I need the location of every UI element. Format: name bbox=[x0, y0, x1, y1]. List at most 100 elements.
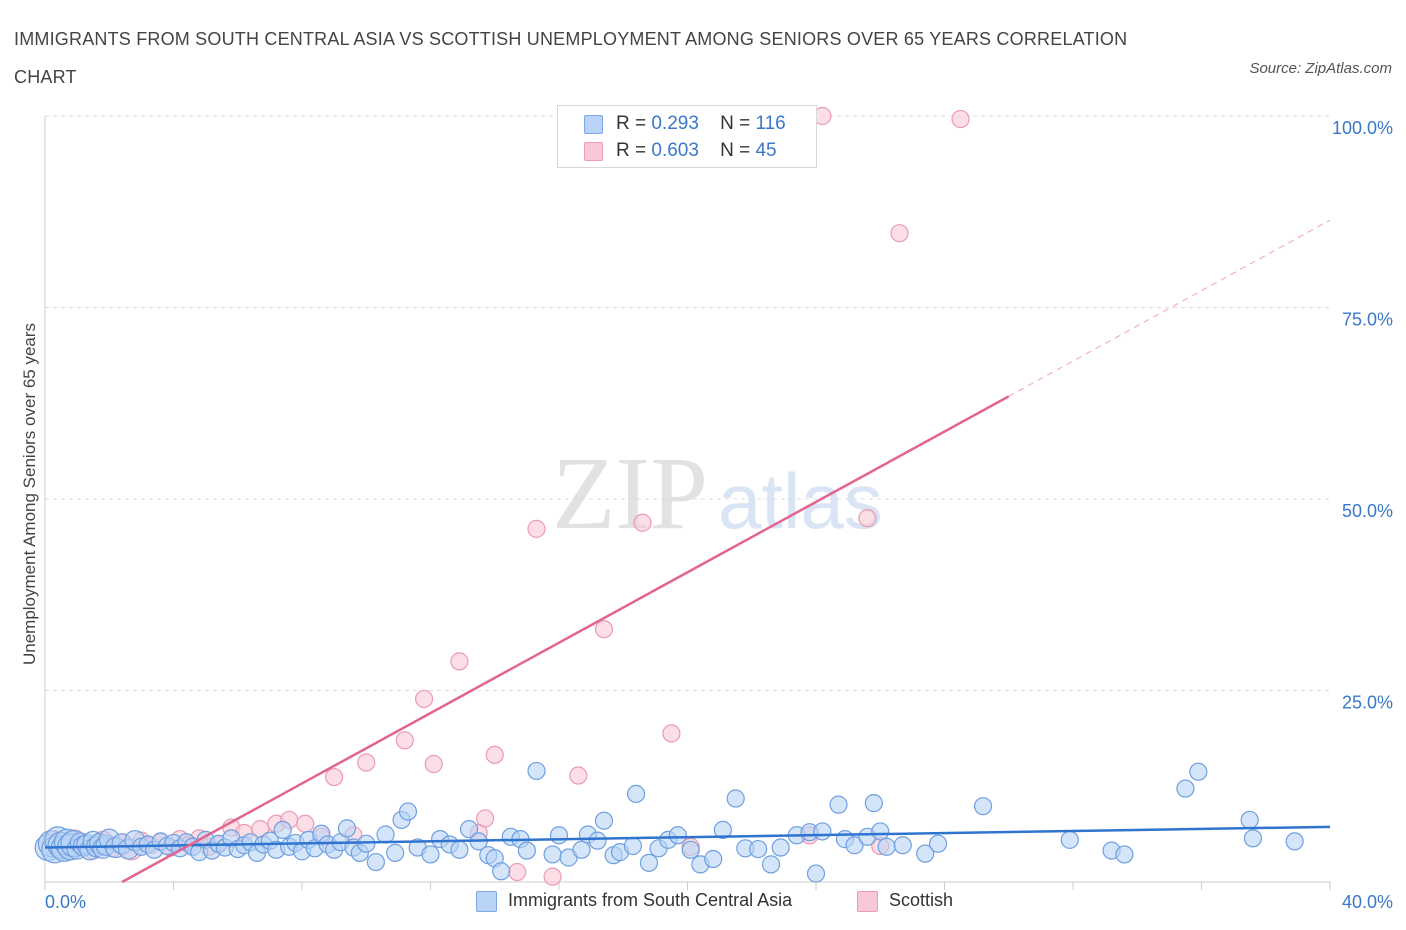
scatter-point bbox=[626, 784, 646, 804]
y-tick-label: 100.0% bbox=[1332, 118, 1393, 138]
scatter-point bbox=[813, 822, 832, 841]
x-tick-label: 0.0% bbox=[45, 892, 86, 912]
r-label: R = bbox=[616, 140, 647, 161]
scatter-point bbox=[337, 819, 357, 838]
scatter-point bbox=[450, 840, 469, 859]
scatter-point bbox=[726, 789, 745, 808]
scatter-point bbox=[588, 831, 607, 850]
scatter-point bbox=[476, 809, 495, 828]
n-value: 116 bbox=[755, 113, 786, 134]
scatter-point bbox=[928, 834, 948, 853]
scatter-point bbox=[386, 843, 405, 862]
scatter-point bbox=[414, 689, 434, 709]
trend-line-scottish bbox=[121, 395, 1010, 884]
scatter-point bbox=[492, 862, 511, 881]
scatter-point bbox=[424, 754, 443, 774]
scatter-point bbox=[681, 840, 700, 859]
legend-label: Immigrants from South Central Asia bbox=[508, 890, 793, 910]
scatter-point bbox=[890, 224, 909, 243]
scatter-point bbox=[829, 795, 848, 814]
scatter-point bbox=[806, 864, 826, 883]
scatter-point bbox=[527, 519, 546, 538]
scatter-point bbox=[668, 826, 687, 845]
r-value: 0.293 bbox=[651, 113, 699, 134]
scatter-point bbox=[1243, 829, 1263, 848]
x-tick-labels: 0.0% 40.0% bbox=[45, 892, 1393, 912]
legend-swatch-pink bbox=[584, 142, 603, 161]
source-label: Source: ZipAtlas.com bbox=[1249, 60, 1392, 77]
scatter-point bbox=[771, 838, 790, 857]
n-value: 45 bbox=[755, 140, 777, 161]
scatter-point bbox=[1115, 845, 1134, 864]
scatter-point bbox=[639, 853, 659, 872]
r-value: 0.603 bbox=[651, 140, 699, 161]
watermark-zip: ZIP bbox=[552, 436, 708, 551]
scatter-point bbox=[485, 745, 504, 764]
scatter-point bbox=[325, 767, 344, 787]
scatter-point bbox=[858, 509, 877, 528]
scatter-point bbox=[366, 852, 385, 872]
chart-title: IMMIGRANTS FROM SOUTH CENTRAL ASIA VS SC… bbox=[14, 29, 1128, 87]
legend-swatch-blue bbox=[584, 115, 603, 134]
n-label: N = bbox=[720, 113, 751, 134]
y-tick-label: 25.0% bbox=[1342, 693, 1393, 713]
grid-lines bbox=[45, 115, 1330, 691]
scatter-point bbox=[623, 836, 642, 856]
scatter-point bbox=[357, 753, 376, 772]
scatter-point bbox=[893, 836, 912, 855]
scatter-point bbox=[864, 794, 883, 813]
scatter-point bbox=[633, 513, 652, 532]
scatter-point bbox=[1060, 830, 1079, 849]
scatter-point bbox=[951, 109, 970, 129]
trend-lines bbox=[44, 219, 1331, 884]
series-legend: Immigrants from South Central Asia Scott… bbox=[0, 889, 1406, 915]
trend-line-immigrants bbox=[44, 825, 1331, 849]
scatter-point bbox=[594, 620, 614, 639]
legend-text: R = 0.603 N = 45 bbox=[616, 140, 782, 162]
scatter-point bbox=[973, 797, 993, 816]
y-tick-label: 50.0% bbox=[1342, 501, 1393, 521]
scatter-point bbox=[543, 867, 562, 886]
trend-line-scottish-extension bbox=[1008, 219, 1331, 397]
legend-swatch-pink bbox=[857, 891, 878, 912]
scatter-point bbox=[704, 849, 723, 869]
scatter-point bbox=[662, 724, 681, 743]
scatter-point bbox=[1240, 810, 1259, 830]
scatter-point bbox=[549, 826, 569, 845]
y-tick-label: 75.0% bbox=[1342, 310, 1393, 330]
scatter-point bbox=[398, 802, 418, 821]
scatter-point bbox=[594, 811, 614, 830]
watermark: ZIP atlas bbox=[552, 436, 883, 551]
y-tick-labels: 25.0% 50.0% 75.0% 100.0% bbox=[1332, 118, 1393, 713]
scatter-point bbox=[1189, 762, 1208, 781]
legend-text: R = 0.293 N = 116 bbox=[616, 113, 786, 135]
scatter-point bbox=[421, 845, 440, 864]
x-tick-label: 40.0% bbox=[1342, 892, 1393, 912]
scatter-point bbox=[296, 814, 315, 833]
scatter-point bbox=[543, 845, 562, 864]
watermark-atlas: atlas bbox=[718, 457, 883, 545]
r-label: R = bbox=[616, 113, 647, 134]
scatter-point bbox=[845, 836, 864, 855]
scatter-point bbox=[517, 841, 536, 860]
scatter-point bbox=[527, 761, 546, 781]
scatter-point bbox=[273, 820, 292, 840]
axes bbox=[44, 116, 1331, 890]
y-axis-label: Unemployment Among Seniors over 65 years bbox=[20, 323, 39, 665]
scatter-point bbox=[1285, 832, 1304, 851]
scatter-point bbox=[871, 822, 890, 841]
legend-swatch-blue bbox=[476, 891, 497, 912]
scatter-point bbox=[569, 766, 588, 785]
scatter-point bbox=[916, 844, 935, 863]
n-label: N = bbox=[720, 140, 751, 161]
scatter-point bbox=[450, 652, 469, 671]
scatter-point bbox=[761, 855, 781, 874]
scatter-point bbox=[508, 862, 527, 882]
scatter-point bbox=[1176, 779, 1195, 798]
scatter-point bbox=[877, 837, 896, 856]
scatter-point bbox=[376, 825, 395, 844]
scatter-point bbox=[459, 820, 479, 839]
scatter-point bbox=[713, 820, 732, 840]
correlation-legend: R = 0.293 N = 116 R = 0.603 N = 45 bbox=[557, 105, 817, 168]
